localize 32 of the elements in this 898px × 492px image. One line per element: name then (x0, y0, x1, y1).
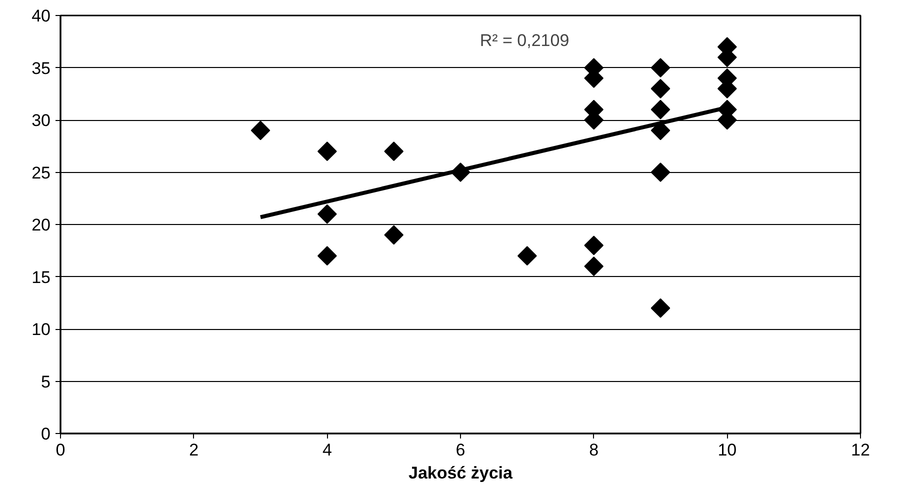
point (650, 58, 670, 78)
point (384, 225, 404, 245)
y-tick-label: 35 (32, 58, 51, 78)
point (384, 142, 404, 162)
y-tick-label: 30 (32, 111, 51, 130)
x-tick-label: 0 (56, 440, 66, 460)
point (250, 120, 270, 140)
point (650, 298, 670, 318)
x-axis-title: Jakość życia (408, 464, 514, 482)
x-tick-label: 4 (322, 440, 332, 460)
y-tick-label: 5 (41, 372, 51, 392)
annotation: R² = 0,2109 (480, 31, 570, 50)
point (650, 100, 670, 120)
y-tick-label: 10 (32, 320, 51, 339)
y-tick-label: 0 (41, 424, 51, 444)
x-tick-label: 12 (851, 440, 870, 460)
point (517, 246, 537, 266)
point (317, 142, 337, 162)
point (317, 204, 337, 224)
y-tick-label: 25 (32, 163, 51, 182)
x-tick-label: 10 (718, 440, 737, 460)
point (650, 162, 670, 182)
point (584, 256, 604, 276)
point (317, 246, 337, 266)
y-tick-label: 40 (32, 6, 51, 26)
point (584, 236, 604, 256)
x-tick-label: 8 (589, 440, 599, 460)
x-tick-label: 2 (189, 440, 199, 460)
x-tick-label: 6 (456, 440, 466, 460)
y-tick-label: 20 (32, 216, 51, 234)
y-tick-label: 15 (32, 268, 51, 287)
point (650, 78, 670, 98)
